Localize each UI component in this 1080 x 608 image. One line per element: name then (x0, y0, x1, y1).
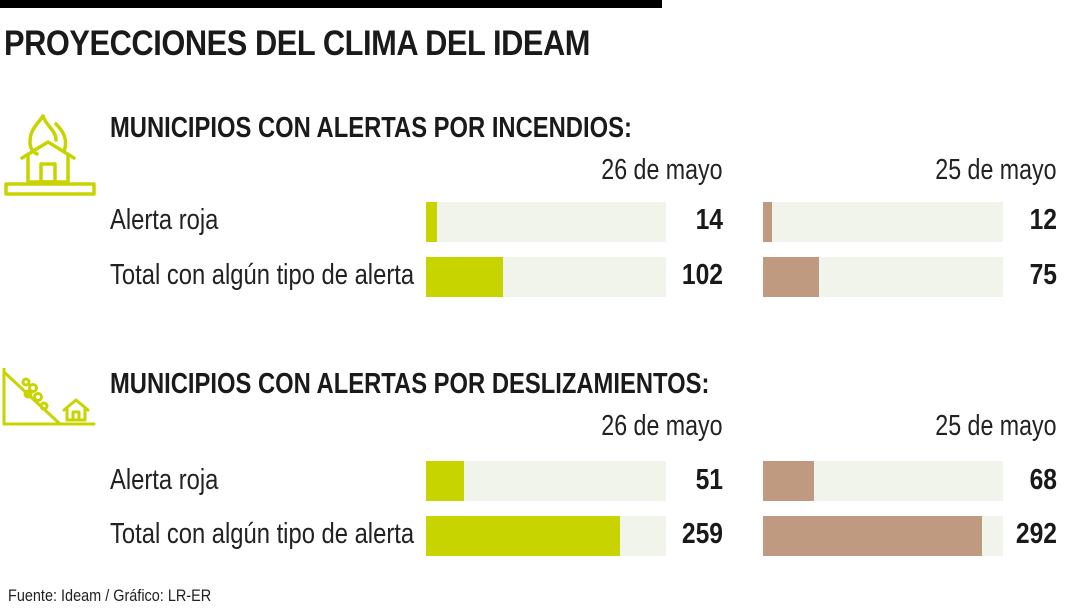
bar-track (426, 202, 666, 242)
fires-section: MUNICIPIOS CON ALERTAS POR INCENDIOS: 26… (0, 112, 1080, 312)
row-label-total: Total con algún tipo de alerta (110, 259, 415, 291)
date-label-1: 26 de mayo (601, 410, 723, 442)
bar-fill (763, 516, 982, 556)
date-label-1: 26 de mayo (601, 154, 723, 186)
bar-value: 68 (1029, 464, 1057, 496)
bar-value: 12 (1029, 204, 1057, 236)
section-title: MUNICIPIOS CON ALERTAS POR DESLIZAMIENTO… (110, 368, 710, 400)
bar-fill (763, 461, 814, 501)
bar-fill (426, 257, 503, 297)
bar-fill (426, 516, 621, 556)
bar-track (763, 257, 1003, 297)
bar-track (763, 461, 1003, 501)
house-fire-icon (4, 114, 96, 196)
row-label-red: Alerta roja (110, 464, 219, 496)
bar-track (426, 461, 666, 501)
bar-fill (426, 202, 437, 242)
bar-track (763, 516, 1003, 556)
source-note: Fuente: Ideam / Gráfico: LR-ER (8, 586, 212, 605)
landslide-icon (2, 368, 96, 426)
bar-fill (763, 257, 820, 297)
bar-value: 75 (1029, 259, 1057, 291)
bar-fill (763, 202, 772, 242)
top-rule (0, 0, 662, 8)
bar-value: 102 (681, 259, 723, 291)
bar-value: 51 (695, 464, 723, 496)
row-label-red: Alerta roja (110, 204, 219, 236)
bar-track (763, 202, 1003, 242)
bar-value: 259 (681, 518, 723, 550)
bar-track (426, 516, 666, 556)
bar-track (426, 257, 666, 297)
page-title: PROYECCIONES DEL CLIMA DEL IDEAM (4, 24, 591, 63)
bar-value: 14 (695, 204, 723, 236)
bar-fill (426, 461, 465, 501)
date-label-2: 25 de mayo (935, 410, 1057, 442)
date-label-2: 25 de mayo (935, 154, 1057, 186)
bar-value: 292 (1015, 518, 1057, 550)
row-label-total: Total con algún tipo de alerta (110, 518, 415, 550)
landslides-section: MUNICIPIOS CON ALERTAS POR DESLIZAMIENTO… (0, 368, 1080, 568)
section-title: MUNICIPIOS CON ALERTAS POR INCENDIOS: (110, 112, 632, 144)
